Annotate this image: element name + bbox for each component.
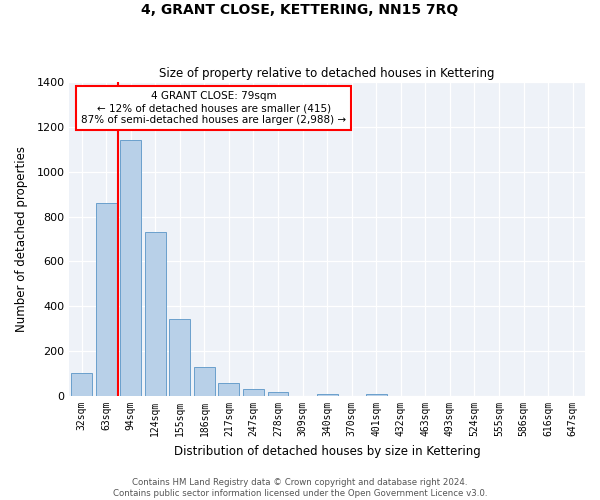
Bar (366, 394, 387, 396)
Bar (145, 232, 166, 396)
Bar (243, 390, 264, 396)
Title: Size of property relative to detached houses in Kettering: Size of property relative to detached ho… (160, 66, 495, 80)
Bar (120, 140, 141, 396)
Text: 4, GRANT CLOSE, KETTERING, NN15 7RQ: 4, GRANT CLOSE, KETTERING, NN15 7RQ (142, 2, 458, 16)
Bar (169, 318, 190, 396)
Y-axis label: Number of detached properties: Number of detached properties (15, 146, 28, 332)
Bar (96, 203, 116, 396)
Bar (71, 372, 92, 396)
Bar (218, 382, 239, 396)
Bar (317, 394, 338, 396)
Text: 4 GRANT CLOSE: 79sqm
← 12% of detached houses are smaller (415)
87% of semi-deta: 4 GRANT CLOSE: 79sqm ← 12% of detached h… (81, 92, 346, 124)
Bar (194, 368, 215, 396)
Text: Contains HM Land Registry data © Crown copyright and database right 2024.
Contai: Contains HM Land Registry data © Crown c… (113, 478, 487, 498)
X-axis label: Distribution of detached houses by size in Kettering: Distribution of detached houses by size … (174, 444, 481, 458)
Bar (268, 392, 289, 396)
